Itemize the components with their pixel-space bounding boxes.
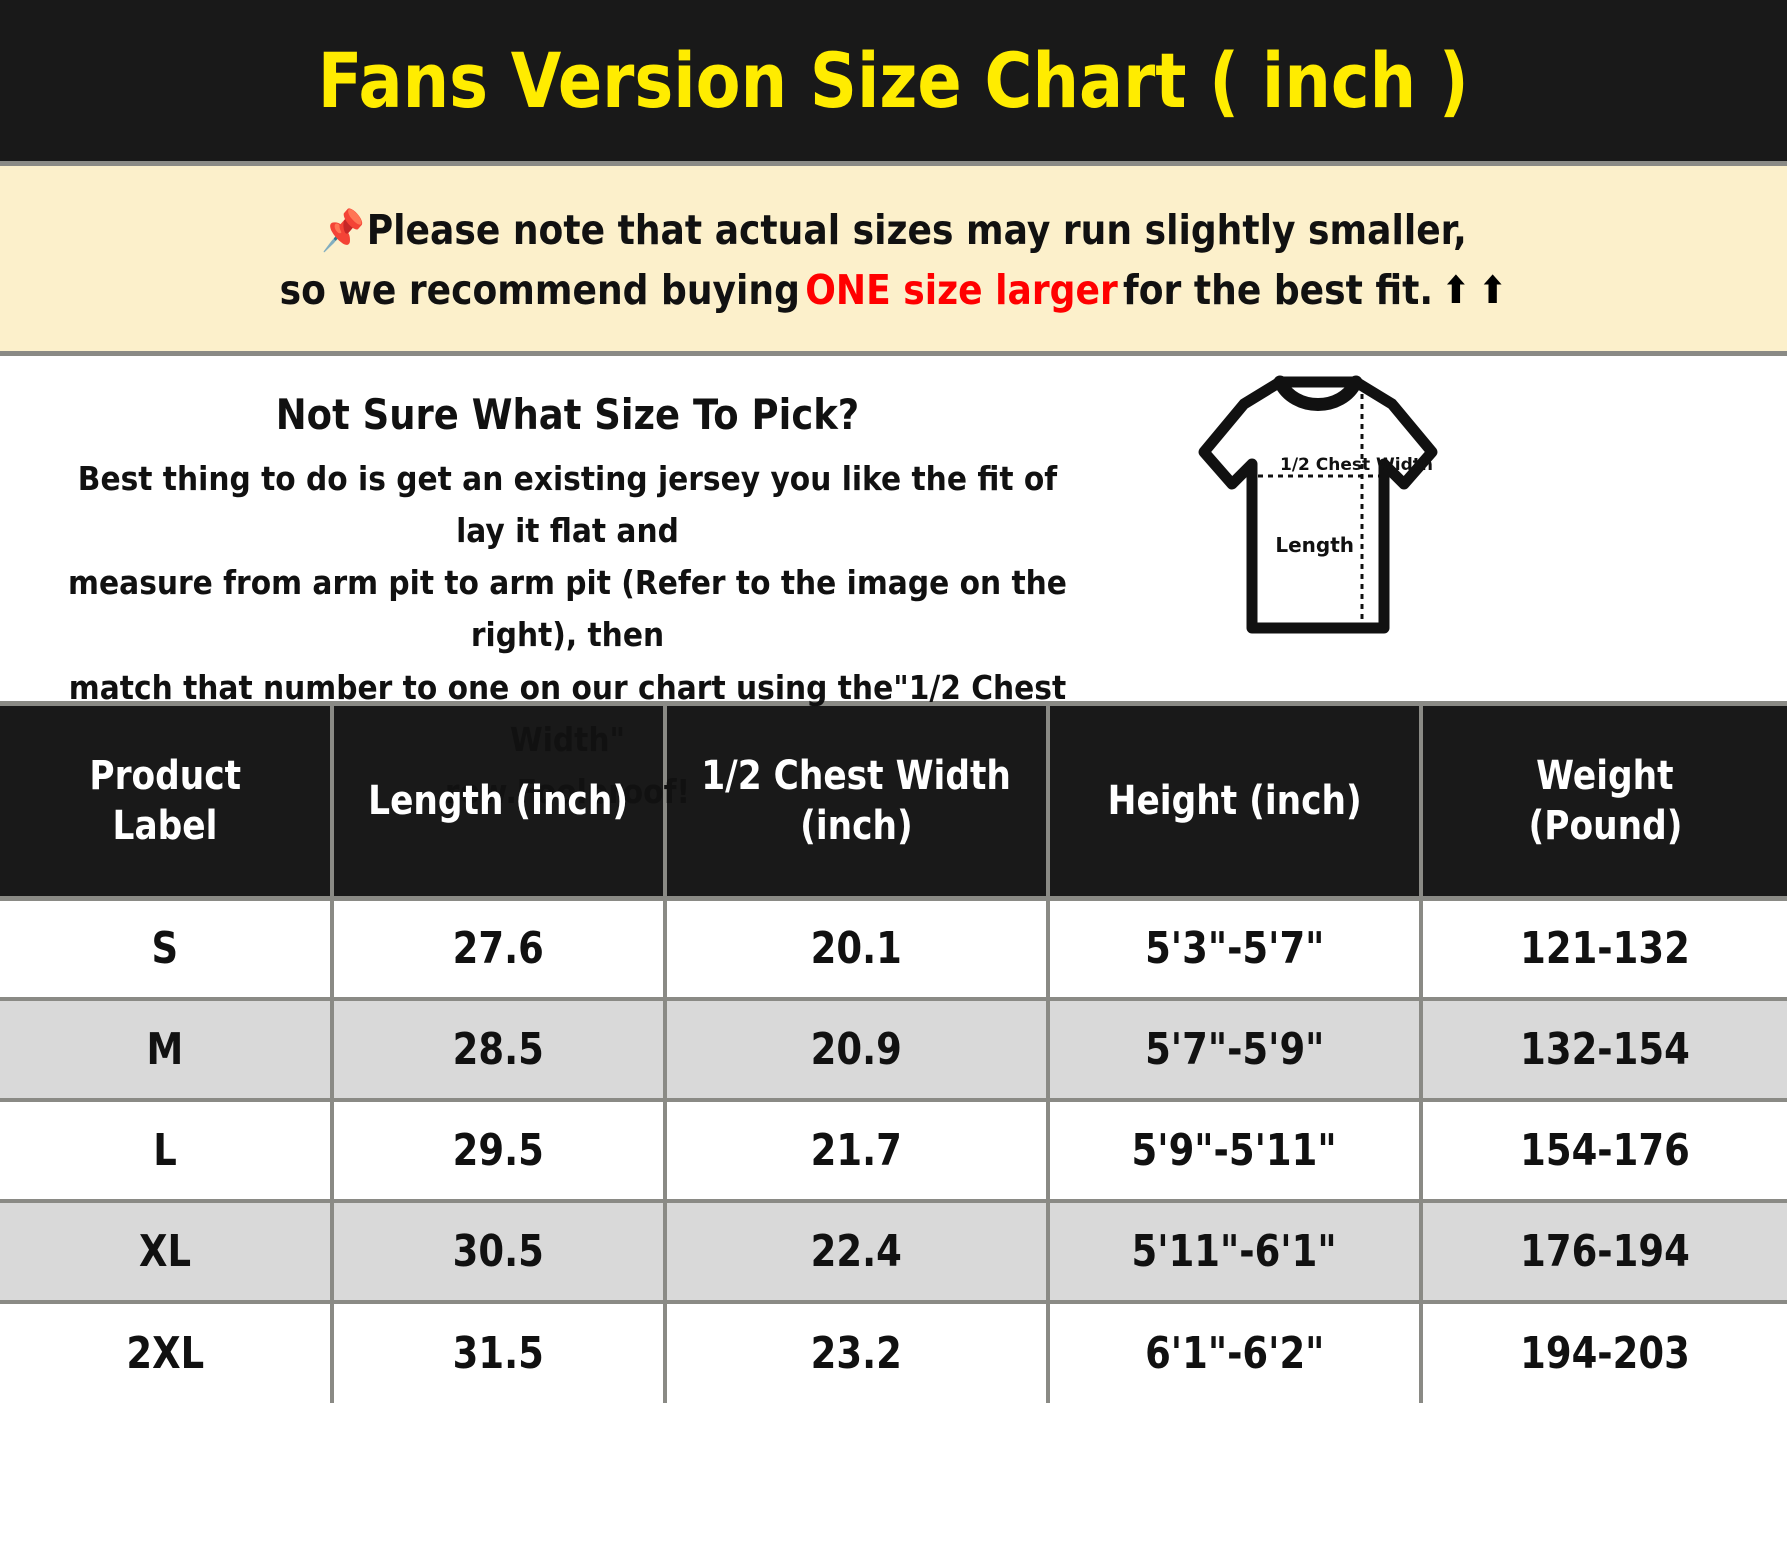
help-line-1: Best thing to do is get an existing jers… [77, 459, 1058, 551]
column-header-weight: Weight (Pound) [1421, 706, 1787, 901]
cell-length: 29.5 [332, 1100, 667, 1203]
help-line-3: match that number to one on our chart us… [68, 667, 1067, 759]
help-body: Best thing to do is get an existing jers… [57, 453, 1079, 818]
cell-length: 28.5 [332, 999, 667, 1102]
cell-height: 5'9"-5'11" [1048, 1100, 1423, 1203]
note-line-2-before: so we recommend buying [279, 265, 801, 314]
cell-weight: 194-203 [1421, 1302, 1787, 1403]
tshirt-measurement-diagram: 1/2 Chest Width Length [1188, 366, 1448, 636]
column-header-product-label: Product Label [0, 706, 334, 901]
arrow-up-icon-2: ⬆ [1479, 268, 1508, 313]
cell-length: 27.6 [332, 898, 667, 1001]
size-help-section: Not Sure What Size To Pick? Best thing t… [0, 356, 1787, 811]
note-line-2: so we recommend buying ONE size larger f… [280, 261, 1507, 320]
cell-length: 30.5 [332, 1201, 667, 1304]
note-line-2-after: for the best fit. [1123, 265, 1434, 314]
page-title: Fans Version Size Chart ( inch ) [317, 35, 1470, 125]
table-row: S 27.6 20.1 5'3"-5'7" 121-132 [0, 898, 1787, 1001]
help-line-4: row.Foolproof! [444, 771, 691, 811]
column-header-chest-width: 1/2 Chest Width (inch) [665, 706, 1050, 901]
table-row: XL 30.5 22.4 5'11"-6'1" 176-194 [0, 1201, 1787, 1304]
cell-chest: 23.2 [665, 1302, 1050, 1403]
size-help-text: Not Sure What Size To Pick? Best thing t… [0, 356, 1135, 818]
pushpin-icon: 📌 [320, 207, 365, 254]
table-row: M 28.5 20.9 5'7"-5'9" 132-154 [0, 999, 1787, 1102]
column-header-length: Length (inch) [332, 706, 667, 901]
note-emphasis: ONE size larger [805, 265, 1119, 314]
cell-weight: 154-176 [1421, 1100, 1787, 1203]
table-row: 2XL 31.5 23.2 6'1"-6'2" 194-203 [0, 1302, 1787, 1403]
arrow-up-icon: ⬆ [1442, 268, 1471, 313]
tshirt-body [1198, 376, 1438, 634]
size-table: Product Label Length (inch) 1/2 Chest Wi… [0, 706, 1787, 1403]
length-label: Length [1275, 533, 1354, 557]
cell-length: 31.5 [332, 1302, 667, 1403]
cell-weight: 121-132 [1421, 898, 1787, 1001]
cell-height: 5'11"-6'1" [1048, 1201, 1423, 1304]
cell-chest: 21.7 [665, 1100, 1050, 1203]
cell-weight: 176-194 [1421, 1201, 1787, 1304]
column-header-height: Height (inch) [1048, 706, 1423, 901]
cell-chest: 20.9 [665, 999, 1050, 1102]
cell-height: 5'7"-5'9" [1048, 999, 1423, 1102]
cell-product-label: L [0, 1100, 334, 1203]
tshirt-collar [1273, 375, 1363, 411]
cell-product-label: 2XL [0, 1302, 334, 1403]
cell-product-label: M [0, 999, 334, 1102]
cell-chest: 20.1 [665, 898, 1050, 1001]
cell-height: 5'3"-5'7" [1048, 898, 1423, 1001]
cell-chest: 22.4 [665, 1201, 1050, 1304]
cell-product-label: XL [0, 1201, 334, 1304]
cell-product-label: S [0, 898, 334, 1001]
help-heading: Not Sure What Size To Pick? [275, 390, 860, 439]
cell-height: 6'1"-6'2" [1048, 1302, 1423, 1403]
size-note-banner: 📌 Please note that actual sizes may run … [0, 166, 1787, 356]
chest-width-label: 1/2 Chest Width [1280, 455, 1433, 475]
tshirt-icon: 1/2 Chest Width Length [1198, 375, 1438, 634]
table-header-row: Product Label Length (inch) 1/2 Chest Wi… [0, 706, 1787, 901]
help-line-2: measure from arm pit to arm pit (Refer t… [68, 563, 1067, 655]
table-row: L 29.5 21.7 5'9"-5'11" 154-176 [0, 1100, 1787, 1203]
note-line-1-text: Please note that actual sizes may run sl… [366, 206, 1467, 255]
cell-weight: 132-154 [1421, 999, 1787, 1102]
note-line-1: 📌 Please note that actual sizes may run … [321, 201, 1467, 260]
chart-title-bar: Fans Version Size Chart ( inch ) [0, 0, 1787, 166]
